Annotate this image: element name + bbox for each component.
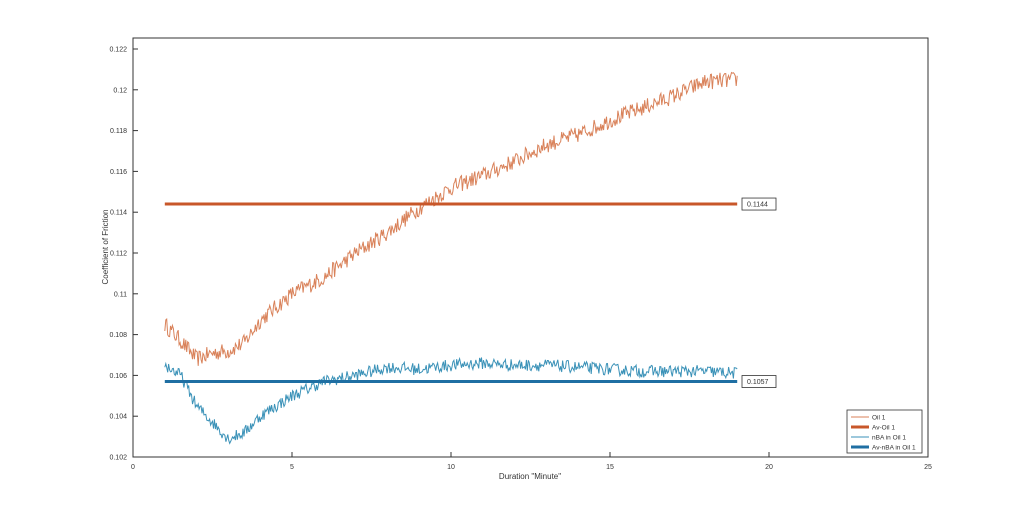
legend-entry: Oil 1 <box>872 415 886 422</box>
y-tick-label: 0.116 <box>110 169 127 176</box>
legend-entry: Av-Oil 1 <box>872 425 895 432</box>
y-tick-label: 0.114 <box>110 210 127 217</box>
data-label: 0.1144 <box>747 202 768 209</box>
y-tick-label: 0.122 <box>109 47 127 54</box>
data-labels: 0.1144 0.1057 <box>741 197 777 388</box>
series-line-2 <box>164 356 738 445</box>
data-label-box <box>741 197 777 211</box>
x-tick-label: 15 <box>606 464 614 471</box>
y-tick-label: 0.11 <box>114 291 127 298</box>
data-label: 0.1057 <box>747 379 769 386</box>
y-tick-label: 0.12 <box>113 87 127 94</box>
x-tick-label: 25 <box>924 464 932 471</box>
y-axis: 0.102 0.104 0.106 0.108 0.11 0.112 0.114 0.116 0… <box>109 47 138 462</box>
x-tick-label: 10 <box>447 464 455 471</box>
y-tick-label: 0.108 <box>109 332 127 339</box>
x-tick-label: 5 <box>290 464 294 471</box>
series-line-0 <box>164 71 738 366</box>
y-tick-label: 0.118 <box>110 128 127 135</box>
x-tick-label: 20 <box>765 464 773 471</box>
legend: Oil 1 Av-Oil 1 nBA in Oil 1 Av-nBA in Oil 1 <box>846 409 923 454</box>
y-tick-label: 0.102 <box>109 455 127 462</box>
x-tick-label: 0 <box>131 464 135 471</box>
legend-entry: nBA in Oil 1 <box>872 435 906 442</box>
legend-entry: Av-nBA in Oil 1 <box>872 445 916 452</box>
data-label-box <box>741 375 777 388</box>
y-tick-label: 0.112 <box>110 251 127 258</box>
y-tick-label: 0.104 <box>109 414 127 421</box>
x-axis: 0 5 10 15 20 25 <box>131 452 932 471</box>
x-axis-label: Duration "Minute" <box>499 472 561 481</box>
plot-area <box>132 37 929 458</box>
y-axis-label: Coefficient of Friction <box>101 210 110 285</box>
series-lines <box>164 71 738 445</box>
y-tick-label: 0.106 <box>109 373 127 380</box>
